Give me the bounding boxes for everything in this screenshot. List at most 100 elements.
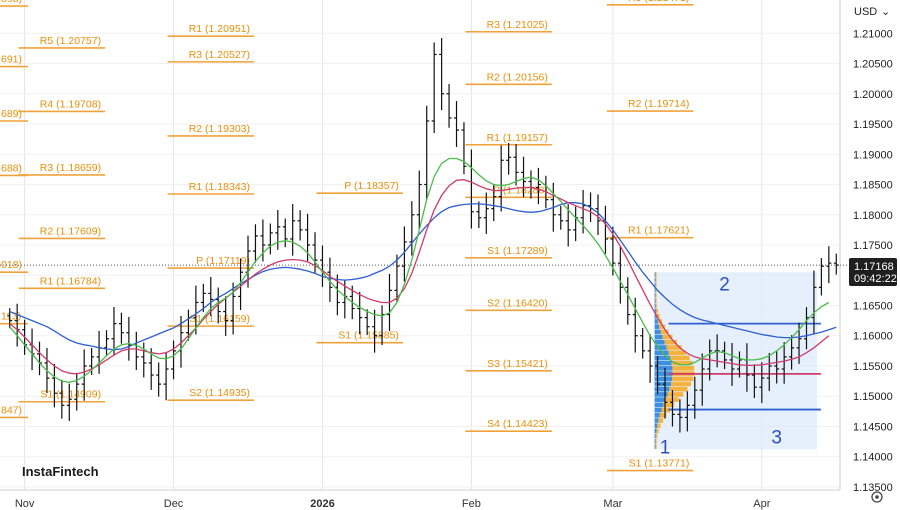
volume-profile-bar (671, 360, 693, 366)
price-tick-label: 1.15000 (853, 391, 893, 403)
volume-profile-bar (655, 439, 657, 444)
pivot-label: 893) (1, 0, 22, 5)
volume-profile-bar (654, 350, 669, 356)
pivot-label: R2 (1.19714) (628, 98, 689, 110)
price-tick-label: 1.14000 (853, 452, 893, 464)
volume-profile-bar (655, 293, 657, 298)
pivot-label: 688) (1, 162, 22, 174)
pivot-label: S1 (1.17289) (487, 245, 548, 257)
volume-profile-bar (654, 282, 656, 288)
price-tick-label: 1.16000 (853, 331, 893, 343)
pivot-label: R1 (1.20951) (189, 23, 250, 35)
pivot-label: S2 (1.14935) (189, 387, 250, 399)
chevron-down-icon[interactable]: ⌄ (881, 6, 890, 18)
volume-profile-bar (654, 293, 656, 298)
volume-profile-bar (654, 376, 673, 382)
volume-profile-bar (654, 407, 662, 413)
pivot-label: R2 (1.17609) (40, 225, 101, 237)
volume-profile-bar (670, 355, 690, 361)
volume-profile-bar (654, 444, 656, 449)
volume-profile-bar (668, 350, 686, 356)
volume-profile-bar (666, 345, 682, 350)
volume-profile-bar (662, 334, 673, 340)
volume-profile-bar (654, 418, 659, 423)
pivot-label: R5 (1.20757) (40, 35, 101, 47)
pivot-label: S1 (1.15885) (338, 330, 399, 342)
wave-labels: 1 2 3 (660, 274, 782, 458)
volume-profile-bar (664, 339, 677, 345)
settings-gear-icon[interactable] (871, 491, 883, 503)
pivot-label: P (1.18357) (344, 180, 399, 192)
price-tick-label: 1.15500 (853, 361, 893, 373)
volume-profile-bar (654, 334, 663, 340)
pivot-label: S1 (1.14909) (40, 389, 101, 401)
volume-profile-bar (672, 376, 694, 382)
chart-grid (0, 0, 841, 491)
volume-profile-bar (654, 303, 656, 309)
price-tick-label: 1.16500 (853, 300, 893, 312)
volume-profile-bar (659, 324, 665, 329)
price-tick-label: 1.21000 (853, 28, 893, 40)
time-tick-label: Mar (603, 498, 622, 510)
time-tick-label: Feb (462, 498, 481, 510)
price-tick-label: 1.19000 (853, 149, 893, 161)
volume-profile-bar (654, 287, 656, 293)
volume-profile-bar (656, 313, 660, 319)
price-tick-label: 1.13500 (853, 482, 893, 494)
pivot-label: R4 (1.19708) (40, 98, 101, 110)
volume-profile-bar (654, 433, 656, 439)
volume-profile-bar (655, 298, 657, 303)
pivot-label: 689) (1, 108, 22, 120)
volume-profile-bar (654, 339, 665, 345)
pivot-label: R3 (1.18659) (40, 162, 101, 174)
volume-profile-bar (663, 402, 675, 408)
volume-profile-bar (654, 386, 670, 392)
time-axis[interactable]: Nov Dec 2026 Feb Mar Apr (15, 498, 771, 510)
volume-profile-bar (669, 386, 688, 392)
volume-profile-bar (659, 412, 667, 418)
volume-profile-bar (660, 329, 669, 335)
price-tick-label: 1.18000 (853, 210, 893, 222)
volume-profile-bar (654, 272, 656, 277)
pivot-label: R3 (1.21025) (487, 19, 548, 31)
volume-profile-bar (656, 428, 659, 434)
volume-profile-bar (655, 287, 657, 293)
volume-profile-bar (654, 277, 656, 283)
pivot-label: R2 (1.19303) (189, 123, 250, 135)
pivot-label: 847) (1, 404, 22, 416)
price-tick-label: 1.20500 (853, 59, 893, 71)
price-tick-label: 1.14500 (853, 421, 893, 433)
volume-profile-bar (655, 433, 658, 439)
pivot-label: 018) (1, 259, 22, 271)
time-tick-label: 2026 (310, 498, 334, 510)
volume-profile-bar (667, 392, 684, 397)
time-tick-label: Apr (753, 498, 770, 510)
current-price: 1.17168 (854, 261, 894, 273)
volume-profile-bar (654, 345, 667, 350)
time-tick-label: Dec (164, 498, 184, 510)
volume-profile-bar (658, 418, 664, 423)
price-tick-label: 1.20000 (853, 89, 893, 101)
pivot-label: R1 (1.19157) (487, 132, 548, 144)
volume-profile-bar (654, 412, 660, 418)
volume-profile-bar (654, 392, 668, 397)
volume-profile-bar (655, 277, 657, 283)
volume-profile-bar (654, 360, 672, 366)
pivot-label: R1 (1.18343) (189, 181, 250, 193)
watermark: InstaFintech (22, 464, 99, 479)
price-tick-label: 1.17500 (853, 240, 893, 252)
volume-profile-bar (655, 272, 657, 277)
pivot-label: S2 (1.16420) (487, 297, 548, 309)
current-price-badge: 1.17168 09:42:22 (849, 258, 897, 286)
volume-profile-bar (654, 355, 671, 361)
volume-profile-bar (672, 366, 695, 371)
moving-average-line (9, 179, 830, 375)
volume-profile-bar (654, 308, 657, 314)
volume-profile-bar (654, 428, 657, 434)
volume-profile-bar (657, 423, 661, 429)
volume-profile-bar (654, 324, 660, 329)
volume-profile-bar (655, 444, 657, 449)
currency-selector[interactable]: USD (854, 6, 877, 18)
volume-profile-bar (654, 329, 661, 335)
